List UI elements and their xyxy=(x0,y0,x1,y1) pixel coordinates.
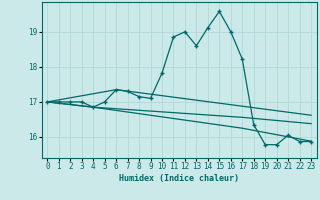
X-axis label: Humidex (Indice chaleur): Humidex (Indice chaleur) xyxy=(119,174,239,183)
